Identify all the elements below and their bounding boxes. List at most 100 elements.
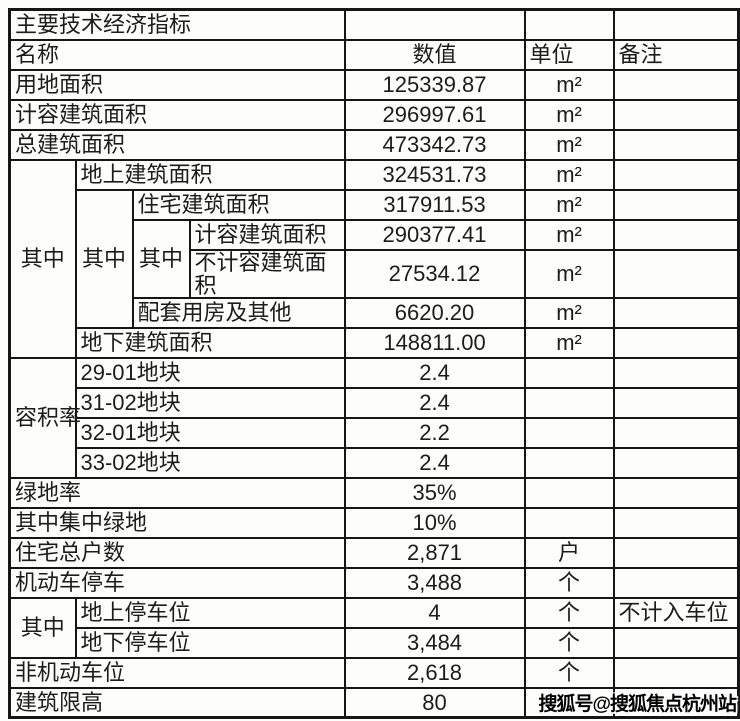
watermark: 搜狐号@搜狐焦点杭州站 [538,694,737,715]
row-label-cell: 备注 [612,38,740,71]
row-label-cell: 地下建筑面积 [74,326,346,359]
remark-cell [612,188,740,221]
value-cell: 324531.73 [343,158,526,191]
table-row: 配套用房及其他 6620.20 m² [10,296,740,329]
unit-cell: m² [523,248,615,299]
value-cell: 3,488 [343,566,526,599]
unit-cell [523,686,615,719]
value-cell: 80 [343,686,526,719]
table-row: 计容建筑面积 296997.61 m² [8,98,740,131]
value-cell: 10% [343,506,526,539]
value-cell: 2,871 [343,536,526,569]
table-row: 名称 数值 单位 备注 [8,38,740,71]
table-row: 33-02地块 2.4 [10,446,740,479]
indicators-table-body: 主要技术经济指标 名称 数值 单位 备注 用地面积 125339.87 m² 计容建筑面积 296… [8,8,740,719]
unit-cell: m² [523,188,615,221]
table-row: 不计容建筑面积 27534.12 m² [10,248,740,299]
table-row: 绿地率 35% [8,476,740,509]
unit-cell: m² [523,158,615,191]
table-row: 其中 地上停车位 4 个不计入车位 [8,596,740,659]
group-label-cell: 其中 [8,596,77,659]
unit-cell [523,416,615,449]
value-cell [343,8,526,41]
remark-cell [612,158,740,191]
table-row: 地下停车位 3,484 个 [10,626,740,659]
unit-cell [523,356,615,389]
row-label-cell: 住宅总户数 [8,536,346,569]
value-cell: 125339.87 [343,68,526,101]
unit-cell: 个 [523,566,615,599]
remark-cell [612,356,740,389]
remark-cell [612,416,740,449]
remark-cell [612,656,740,689]
unit-cell [523,506,615,539]
remark-cell [612,128,740,161]
table-row: 非机动车位 2,618 个 [8,656,740,689]
group-label-cell: 其中 [8,158,77,359]
row-label-cell: 地上建筑面积 [74,158,346,191]
table-row: 32-01地块 2.2 [10,416,740,449]
row-label-cell: 非机动车位 [8,656,346,689]
value-cell: 290377.41 [343,218,526,251]
value-cell: 35% [343,476,526,509]
value-cell: 数值 [343,38,526,71]
remark-cell [612,626,740,659]
row-label-cell: 机动车停车 [8,566,346,599]
group-label-cell: 其中 [74,188,134,329]
value-cell: 296997.61 [343,98,526,131]
remark-cell [612,566,740,599]
table-row: 机动车停车 3,488 个 [8,566,740,599]
table-row: 31-02地块 2.4 [10,386,740,419]
row-label-cell: 计容建筑面积 [188,218,346,251]
group-label-cell: 其中 [131,218,191,299]
unit-cell [523,446,615,479]
unit-cell: 户 [523,536,615,569]
value-cell: 148811.00 [343,326,526,359]
row-label-cell: 33-02地块 [74,446,346,479]
row-label-cell: 31-02地块 [74,386,346,419]
remark-cell [612,98,740,131]
table-row: 其中 地上建筑面积 324531.73 m² [8,158,740,359]
value-cell: 317911.53 [343,188,526,221]
unit-cell [523,8,615,41]
remark-cell [612,476,740,509]
value-cell: 6620.20 [343,296,526,329]
value-cell: 2.4 [343,386,526,419]
table-row: 其中集中绿地 10% [8,506,740,539]
row-label-cell: 用地面积 [8,68,346,101]
value-cell: 27534.12 [343,248,526,299]
row-label-cell: 地上停车位 [74,596,346,629]
remark-cell [612,446,740,479]
table-row: 地下建筑面积 148811.00 m² [10,326,740,359]
unit-cell [523,386,615,419]
remark-cell [612,248,740,299]
table-row: 主要技术经济指标 [8,8,740,41]
row-label-cell: 地下停车位 [74,626,346,659]
unit-cell: 个 [523,626,615,659]
unit-cell: m² [523,98,615,131]
row-label-cell: 29-01地块 [74,356,346,389]
remark-cell [612,68,740,101]
unit-cell [523,476,615,509]
unit-cell: m² [523,68,615,101]
remark-cell [612,686,740,719]
remark-cell [612,218,740,251]
value-cell: 4 [343,596,526,629]
value-cell: 2,618 [343,656,526,689]
remark-cell [612,386,740,419]
table-row: 其中 住宅建筑面积 317911.53 m² [10,188,740,329]
row-label-cell: 建筑限高 [8,686,346,719]
indicators-table: 主要技术经济指标 名称 数值 单位 备注 用地面积 125339.87 m² 计容建筑面积 296… [8,8,740,720]
row-label-cell: 绿地率 [8,476,346,509]
value-cell: 2.4 [343,356,526,389]
unit-cell: 个 [523,656,615,689]
unit-cell: 个 [523,596,615,629]
remark-cell: 不计入车位 [612,596,740,629]
table-row: 其中 计容建筑面积 290377.41 m² [10,218,740,299]
value-cell: 473342.73 [343,128,526,161]
row-label-cell: 名称 [8,38,346,71]
table-row: 容积率 29-01地块 2.4 [8,356,740,479]
table-row: 用地面积 125339.87 m² [8,68,740,101]
remark-cell [612,8,740,41]
